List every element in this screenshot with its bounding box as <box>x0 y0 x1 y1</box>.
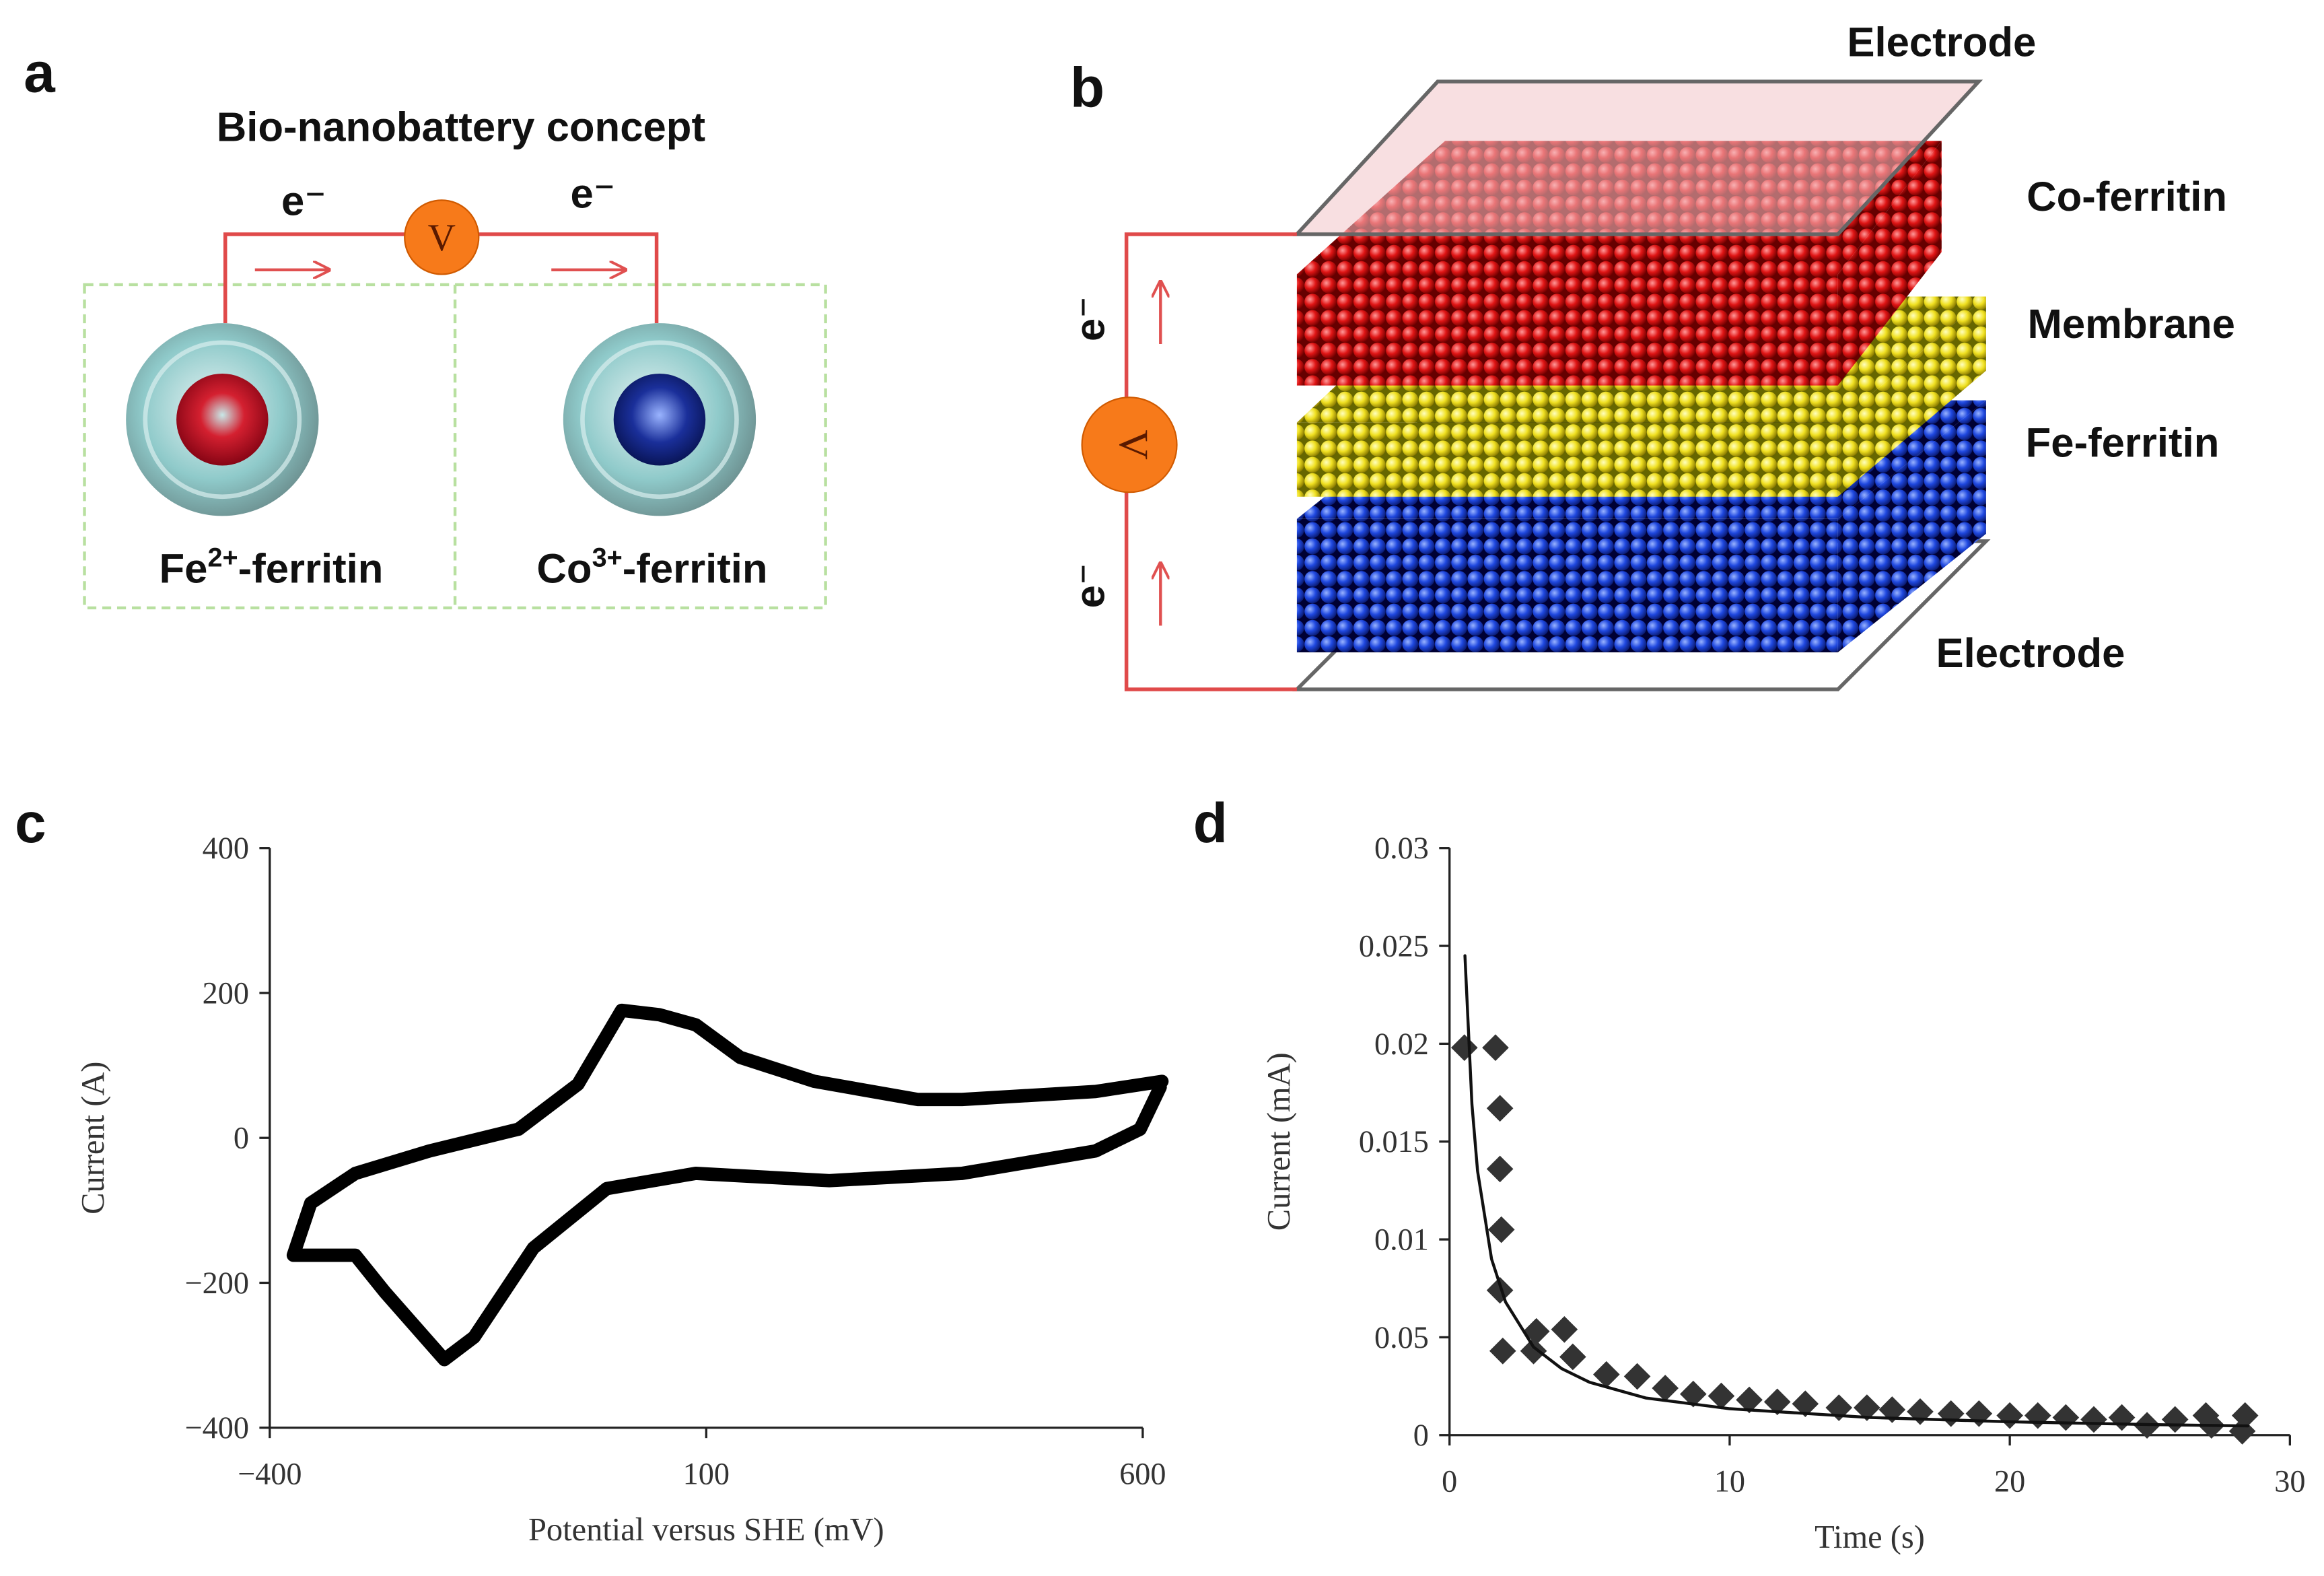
x-tick-label: 600 <box>1119 1457 1166 1491</box>
data-point <box>2052 1404 2080 1431</box>
membrane-front <box>1296 422 1838 497</box>
panel-a: a Bio-nanobattery concept V e⁻ e⁻ Fe2+-f… <box>24 41 827 610</box>
shell-ring <box>580 340 739 500</box>
voltmeter <box>1081 397 1178 493</box>
y-tick-label: 200 <box>203 976 249 1010</box>
x-tick-label: 0 <box>1442 1464 1457 1499</box>
data-point <box>2024 1402 2051 1429</box>
cell-label-rest: -ferritin <box>238 545 384 592</box>
cell-label-base: Co <box>536 545 592 592</box>
electron-label: e⁻ <box>570 170 615 217</box>
y-tick-label: 0.02 <box>1374 1027 1429 1062</box>
data-point <box>1489 1337 1516 1365</box>
electron-label: e⁻ <box>281 178 326 224</box>
co-layer-front <box>1296 274 1838 386</box>
x-axis-label: Time (s) <box>1815 1519 1925 1555</box>
y-tick-label: 0.03 <box>1374 831 1429 866</box>
electron-label: e⁻ <box>1067 296 1114 341</box>
cell-label-rest: -ferritin <box>623 545 768 592</box>
chart: d 0 0.05 0.01 0.015 0.02 0.025 0.03 0 10 20 30 Time … <box>1193 791 2306 1555</box>
layer-label: Fe-ferritin <box>2026 419 2220 466</box>
data-point <box>1965 1400 1993 1427</box>
electron-label: e⁻ <box>1067 563 1114 608</box>
data-point <box>1487 1216 1515 1243</box>
fe-layer-side <box>1837 400 1986 653</box>
data-point <box>2108 1404 2136 1431</box>
voltmeter-label: V <box>428 217 456 259</box>
layer-label: Electrode <box>1936 630 2125 677</box>
y-tick-label: 0 <box>1413 1418 1429 1453</box>
x-tick-label: 10 <box>1714 1464 1745 1499</box>
voltmeter-label: V <box>1111 430 1156 460</box>
y-tick-label: 0.05 <box>1374 1321 1429 1355</box>
panel-title: Bio-nanobattery concept <box>217 104 705 150</box>
top-electrode <box>1292 79 1983 236</box>
data-point <box>1522 1317 1550 1345</box>
data-point <box>1559 1343 1586 1371</box>
fe-layer-front <box>1296 518 1838 653</box>
data-point <box>1937 1400 1965 1427</box>
layer-label: Co-ferritin <box>2027 174 2227 220</box>
data-point <box>1623 1363 1651 1390</box>
shell-ring <box>143 340 302 500</box>
data-line <box>286 1003 1169 1367</box>
panel-letter: a <box>24 41 56 104</box>
ferritin-core <box>613 373 706 466</box>
data-point <box>1486 1155 1514 1183</box>
data-point <box>1652 1375 1679 1402</box>
y-axis-label: Current (A) <box>75 1062 111 1214</box>
x-tick-label: −400 <box>238 1457 302 1491</box>
x-tick-label: 30 <box>2274 1464 2305 1499</box>
cell-label-sup: 2+ <box>207 543 238 572</box>
data-point <box>1907 1398 1934 1425</box>
y-axis-label: Current (mA) <box>1261 1052 1297 1231</box>
voltmeter <box>404 199 480 275</box>
data-point <box>1520 1337 1547 1365</box>
data-point <box>1551 1315 1578 1343</box>
y-tick-label: 0.025 <box>1359 929 1429 963</box>
panel-letter: d <box>1193 791 1228 854</box>
y-tick-label: −200 <box>185 1266 249 1301</box>
panel-b: b V e⁻ e⁻ Electrode Co-ferritin Membrane… <box>1067 20 2235 691</box>
panel-letter: c <box>15 791 46 854</box>
data-point <box>1792 1390 1819 1418</box>
cell-label: Fe2+-ferritin <box>160 543 384 592</box>
membrane-side <box>1837 296 1986 497</box>
data-point <box>1486 1095 1514 1122</box>
y-tick-label: −400 <box>185 1411 249 1445</box>
y-tick-label: 0 <box>234 1122 249 1156</box>
x-axis-label: Potential versus SHE (mV) <box>528 1512 884 1548</box>
data-point <box>2161 1406 2189 1433</box>
chart: c −400 −200 0 200 400 −400 100 600 Potential vers… <box>15 791 1169 1548</box>
x-tick-label: 20 <box>1994 1464 2025 1499</box>
y-tick-label: 400 <box>203 831 249 866</box>
data-point <box>1996 1402 2023 1429</box>
cell-label-sup: 3+ <box>592 543 623 572</box>
co-layer-side <box>1837 141 1942 386</box>
x-tick-label: 100 <box>683 1457 730 1491</box>
data-point <box>1482 1034 1509 1062</box>
data-line <box>1463 954 2250 1428</box>
panel-letter: b <box>1070 56 1104 119</box>
cell-label-base: Fe <box>160 545 208 592</box>
cell-label: Co3+-ferritin <box>536 543 767 592</box>
layer-label: Electrode <box>1847 20 2036 66</box>
layer-label: Membrane <box>2028 301 2235 347</box>
ferritin-core <box>176 373 269 466</box>
data-point <box>1450 1034 1478 1062</box>
data-point <box>2080 1406 2107 1433</box>
y-tick-label: 0.01 <box>1374 1223 1429 1257</box>
y-tick-label: 0.015 <box>1359 1125 1429 1159</box>
